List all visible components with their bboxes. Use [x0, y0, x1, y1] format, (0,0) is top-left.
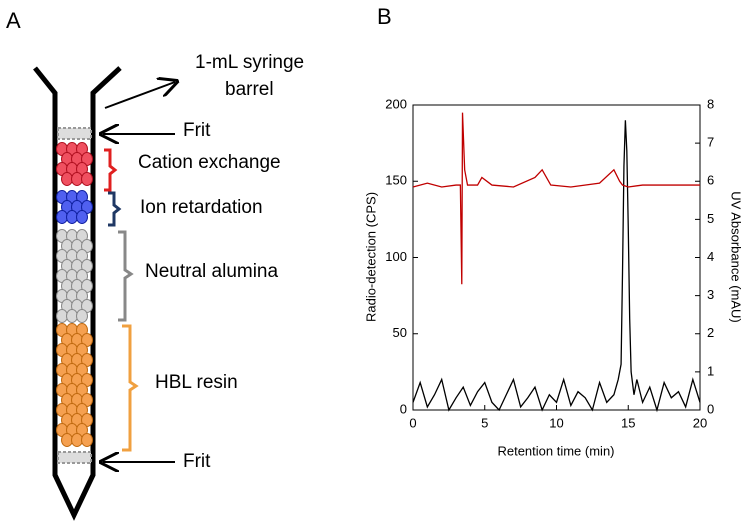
x-axis-label: Retention time (min) — [497, 443, 614, 458]
bead — [71, 172, 83, 186]
panel-label: A — [6, 8, 21, 33]
bead — [61, 172, 73, 186]
data-line — [412, 112, 700, 285]
bracket — [122, 324, 139, 452]
x-tick-label: 0 — [409, 415, 416, 430]
bead — [61, 433, 73, 447]
y2-tick-label: 6 — [707, 173, 714, 188]
syringe — [33, 66, 122, 521]
bracket — [104, 148, 118, 192]
layer-label: Cation exchange — [138, 152, 281, 173]
bracket — [108, 191, 122, 227]
layer-label: Ion retardation — [140, 197, 263, 218]
bead — [66, 309, 78, 323]
y-tick-label: 100 — [385, 249, 407, 264]
y2-tick-label: 5 — [707, 211, 714, 226]
y2-tick-label: 8 — [707, 96, 714, 111]
y2-tick-label: 0 — [707, 401, 714, 416]
y-tick-label: 0 — [400, 401, 407, 416]
syringe-label: 1-mL syringe — [195, 52, 304, 73]
bead — [81, 433, 93, 447]
bracket — [118, 230, 134, 322]
y2-tick-label: 3 — [707, 287, 714, 302]
plot-frame — [412, 104, 701, 411]
resin-beads — [56, 142, 93, 447]
x-tick-label: 10 — [549, 415, 563, 430]
syringe-label: barrel — [225, 79, 274, 100]
frit-label: Frit — [183, 451, 211, 472]
bead — [71, 433, 83, 447]
frit — [57, 127, 92, 140]
y2-tick-label: 2 — [707, 325, 714, 340]
panel-label: B — [377, 4, 392, 29]
y2-tick-label: 1 — [707, 363, 714, 378]
frit-label: Frit — [183, 120, 211, 141]
y2-tick-label: 7 — [707, 135, 714, 150]
data-line — [412, 120, 701, 413]
x-tick-label: 20 — [693, 415, 707, 430]
bead — [81, 172, 93, 186]
y-tick-label: 200 — [385, 96, 407, 111]
y-tick-label: 50 — [393, 325, 407, 340]
x-tick-label: 5 — [481, 415, 488, 430]
bead — [76, 309, 88, 323]
y2-axis-label: UV Absorbance (mAU) — [729, 191, 744, 323]
bead — [66, 210, 78, 224]
frit — [57, 451, 92, 464]
bead — [56, 309, 68, 323]
x-tick-label: 15 — [621, 415, 635, 430]
y-axis-label: Radio-detection (CPS) — [363, 192, 378, 322]
arrow — [104, 82, 175, 109]
layer-label: HBL resin — [155, 372, 238, 393]
bead — [76, 210, 88, 224]
y-tick-label: 150 — [385, 173, 407, 188]
y2-tick-label: 4 — [707, 249, 714, 264]
layer-label: Neutral alumina — [145, 261, 278, 282]
bead — [56, 210, 68, 224]
